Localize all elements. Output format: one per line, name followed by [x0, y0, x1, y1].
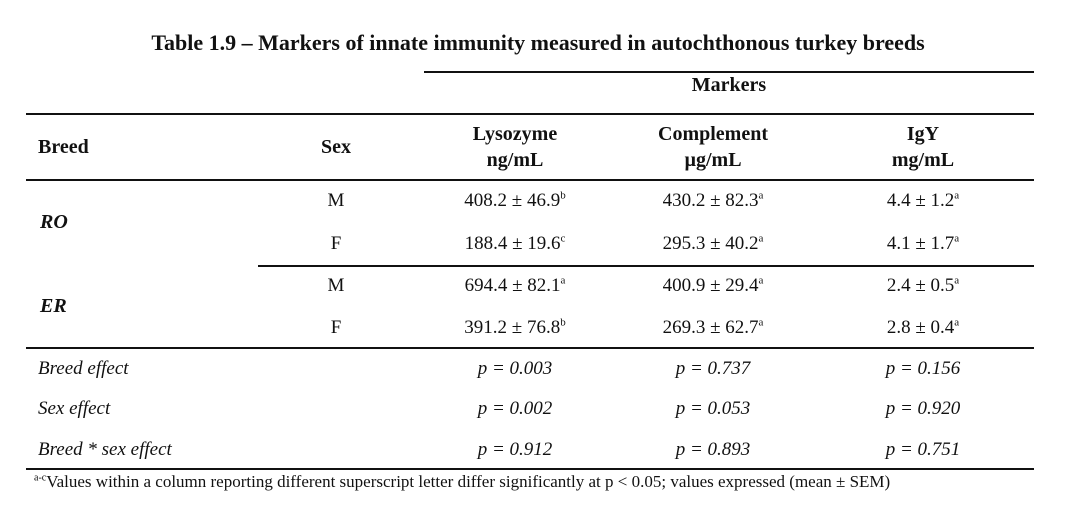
sex-cell: M	[327, 275, 345, 296]
complement-value: 430.2 ± 82.3	[662, 190, 759, 211]
igy-header: IgY mg/mL	[823, 121, 1023, 173]
complement-cell: 400.9 ± 29.4a	[613, 275, 813, 297]
superscript: a	[954, 232, 960, 245]
effect-row-breed-sex: Breed * sex effect p = 0.912 p = 0.893 p…	[0, 439, 1076, 465]
lysozyme-value: 188.4 ± 19.6	[464, 233, 561, 254]
lysozyme-cell: 408.2 ± 46.9b	[415, 190, 615, 212]
body-bottom-rule	[26, 347, 1034, 349]
superscript: a	[758, 232, 764, 245]
igy-header-unit: mg/mL	[891, 149, 955, 171]
complement-value: 295.3 ± 40.2	[662, 233, 759, 254]
breed-label-ro: RO	[40, 211, 68, 233]
footnote-superscript: a-c	[34, 472, 47, 484]
igy-value: 4.4 ± 1.2	[886, 190, 955, 211]
table-title: Table 1.9 – Markers of innate immunity m…	[151, 30, 925, 55]
effect-row-breed: Breed effect p = 0.003 p = 0.737 p = 0.1…	[0, 358, 1076, 384]
igy-cell: 4.1 ± 1.7a	[823, 233, 1023, 255]
complement-p-value: p = 0.737	[675, 358, 751, 379]
markers-header: Markers	[691, 74, 767, 96]
effect-label: Breed * sex effect	[38, 439, 172, 460]
lysozyme-cell: 694.4 ± 82.1a	[415, 275, 615, 297]
footnote-text: Values within a column reporting differe…	[46, 472, 891, 491]
lysozyme-header-unit: ng/mL	[486, 149, 544, 171]
table-footnote: a-cValues within a column reporting diff…	[34, 472, 890, 492]
table-bottom-rule	[26, 468, 1034, 470]
superscript: a	[758, 189, 764, 202]
superscript: a	[954, 189, 960, 202]
complement-cell: 269.3 ± 62.7a	[613, 317, 813, 339]
header-top-rule	[26, 113, 1034, 115]
complement-header: Complement µg/mL	[613, 121, 813, 173]
lysozyme-value: 694.4 ± 82.1	[464, 275, 561, 296]
effect-label: Breed effect	[38, 358, 129, 379]
complement-p-value: p = 0.053	[675, 398, 751, 419]
superscript: b	[560, 316, 566, 329]
lysozyme-p-value: p = 0.002	[477, 398, 553, 419]
breed-header: Breed	[38, 136, 89, 158]
complement-cell: 295.3 ± 40.2a	[613, 233, 813, 255]
complement-cell: 430.2 ± 82.3a	[613, 190, 813, 212]
table-row-ro-f: F 188.4 ± 19.6c 295.3 ± 40.2a 4.1 ± 1.7a	[0, 233, 1076, 257]
igy-value: 4.1 ± 1.7	[886, 233, 955, 254]
igy-header-name: IgY	[906, 123, 940, 145]
igy-cell: 4.4 ± 1.2a	[823, 190, 1023, 212]
igy-cell: 2.4 ± 0.5a	[823, 275, 1023, 297]
markers-top-rule	[424, 71, 1034, 73]
superscript: a	[758, 316, 764, 329]
table-row-er-f: F 391.2 ± 76.8b 269.3 ± 62.7a 2.8 ± 0.4a	[0, 317, 1076, 341]
sex-cell: M	[327, 190, 345, 211]
complement-p-value: p = 0.893	[675, 439, 751, 460]
superscript: a	[954, 274, 960, 287]
group-separator-rule	[258, 265, 1034, 267]
superscript: c	[560, 232, 566, 245]
igy-p-value: p = 0.156	[885, 358, 961, 379]
table-row-er-m: M 694.4 ± 82.1a 400.9 ± 29.4a 2.4 ± 0.5a	[0, 275, 1076, 299]
lysozyme-header: Lysozyme ng/mL	[415, 121, 615, 173]
sex-header: Sex	[321, 136, 351, 158]
lysozyme-p-value: p = 0.003	[477, 358, 553, 379]
lysozyme-header-name: Lysozyme	[472, 123, 558, 145]
header-bottom-rule	[26, 179, 1034, 181]
superscript: a	[954, 316, 960, 329]
superscript: a	[758, 274, 764, 287]
complement-value: 400.9 ± 29.4	[662, 275, 759, 296]
igy-value: 2.8 ± 0.4	[886, 317, 955, 338]
lysozyme-cell: 188.4 ± 19.6c	[415, 233, 615, 255]
lysozyme-value: 391.2 ± 76.8	[464, 317, 561, 338]
complement-header-name: Complement	[658, 123, 768, 145]
complement-header-unit: µg/mL	[684, 149, 742, 171]
table-row-ro-m: M 408.2 ± 46.9b 430.2 ± 82.3a 4.4 ± 1.2a	[0, 190, 1076, 214]
effect-label: Sex effect	[38, 398, 111, 419]
effect-row-sex: Sex effect p = 0.002 p = 0.053 p = 0.920	[0, 398, 1076, 424]
breed-label-er: ER	[40, 295, 67, 317]
complement-value: 269.3 ± 62.7	[662, 317, 759, 338]
superscript: a	[560, 274, 566, 287]
lysozyme-p-value: p = 0.912	[477, 439, 553, 460]
lysozyme-value: 408.2 ± 46.9	[464, 190, 561, 211]
igy-cell: 2.8 ± 0.4a	[823, 317, 1023, 339]
igy-p-value: p = 0.751	[885, 439, 961, 460]
superscript: b	[560, 189, 566, 202]
lysozyme-cell: 391.2 ± 76.8b	[415, 317, 615, 339]
sex-cell: F	[330, 317, 342, 338]
igy-p-value: p = 0.920	[885, 398, 961, 419]
sex-cell: F	[330, 233, 342, 254]
igy-value: 2.4 ± 0.5	[886, 275, 955, 296]
